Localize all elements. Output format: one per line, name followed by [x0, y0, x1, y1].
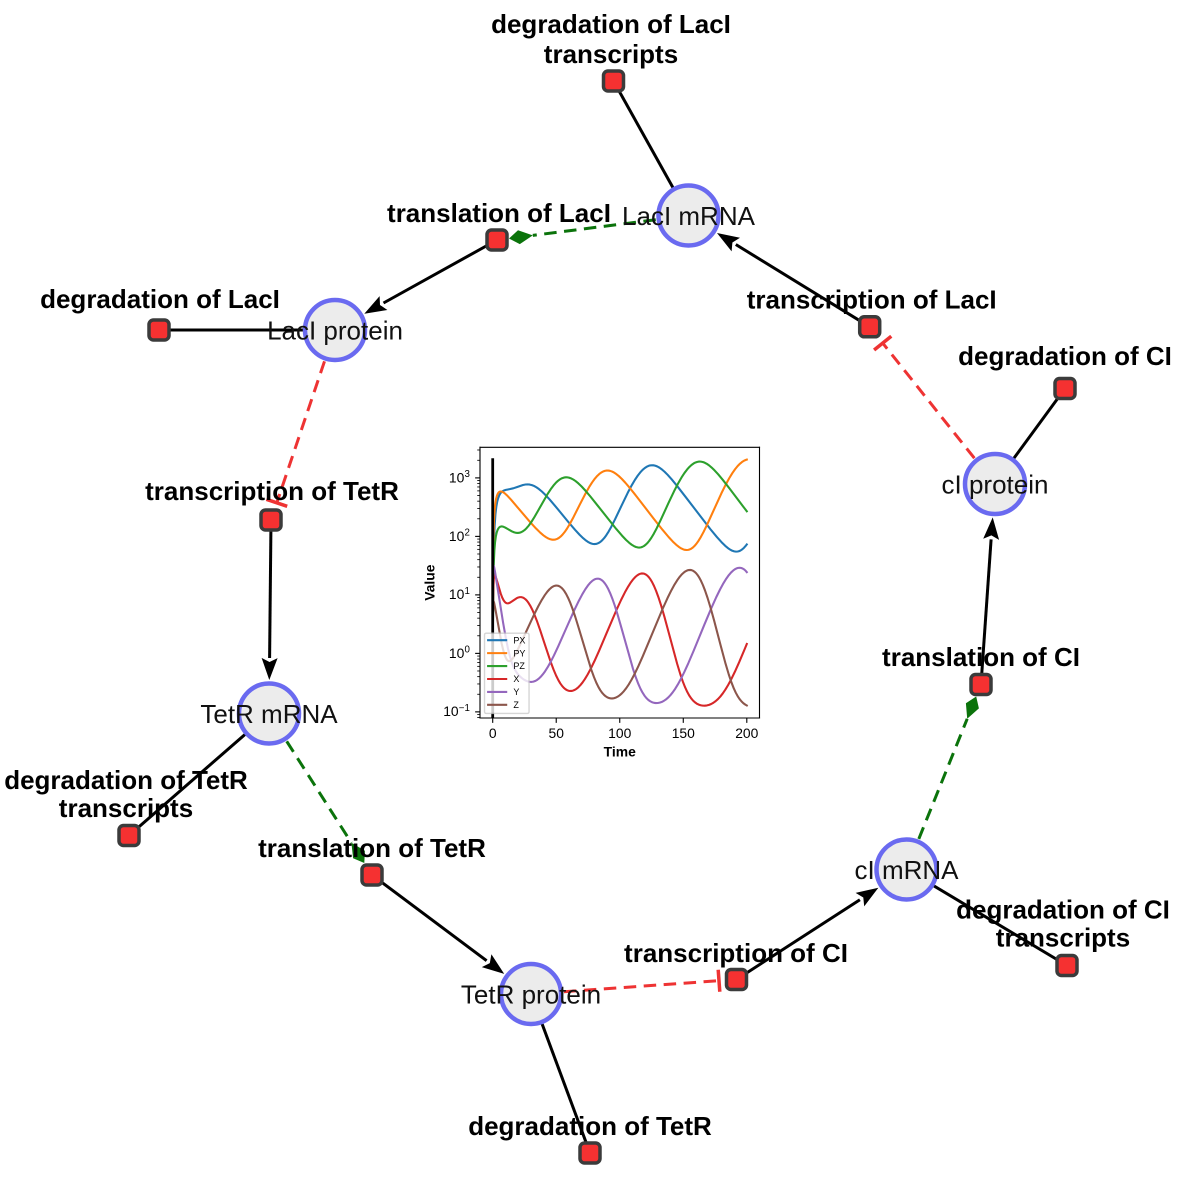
svg-text:translation of CI: translation of CI [882, 642, 1080, 672]
svg-text:transcription of CI: transcription of CI [624, 938, 848, 968]
svg-text:1 0 1: 1 0 1 [449, 579, 471, 604]
svg-text:PX: PX [513, 635, 525, 645]
svg-text:degradation of LacI: degradation of LacI [40, 284, 280, 314]
svg-text:1 0 3: 1 0 3 [449, 462, 471, 487]
svg-text:degradation of TetR: degradation of TetR [468, 1111, 712, 1141]
svg-text:0: 0 [489, 725, 497, 741]
svg-text:1 0 −: 1 0 − 1 [443, 691, 470, 721]
svg-text:degradation of LacI: degradation of LacI [491, 9, 731, 39]
svg-text:PY: PY [513, 648, 525, 658]
svg-text:translation of LacI: translation of LacI [387, 198, 611, 228]
svg-text:Z: Z [513, 700, 519, 710]
svg-text:LacI mRNA: LacI mRNA [622, 201, 756, 231]
svg-text:Y: Y [513, 687, 519, 697]
svg-text:X: X [513, 674, 519, 684]
svg-text:200: 200 [735, 725, 758, 741]
svg-text:1 0 0: 1 0 0 [449, 638, 471, 663]
svg-text:cI mRNA: cI mRNA [855, 855, 960, 885]
svg-text:transcription of LacI: transcription of LacI [747, 285, 997, 315]
svg-text:transcripts: transcripts [996, 922, 1130, 952]
svg-text:150: 150 [672, 725, 695, 741]
svg-text:degradation of CI: degradation of CI [956, 894, 1170, 924]
svg-text:translation of TetR: translation of TetR [258, 833, 486, 863]
svg-text:transcription of TetR: transcription of TetR [145, 476, 399, 506]
svg-text:TetR protein: TetR protein [461, 980, 601, 1010]
svg-text:cI protein: cI protein [942, 470, 1049, 500]
svg-text:Value: Value [422, 564, 438, 601]
svg-text:degradation of CI: degradation of CI [958, 341, 1172, 371]
svg-text:degradation of TetR: degradation of TetR [4, 765, 248, 795]
svg-text:transcripts: transcripts [544, 39, 678, 69]
svg-text:TetR mRNA: TetR mRNA [200, 699, 338, 729]
svg-text:LacI protein: LacI protein [267, 316, 403, 346]
svg-text:transcripts: transcripts [59, 793, 193, 823]
svg-text:50: 50 [549, 725, 565, 741]
svg-text:PZ: PZ [513, 661, 525, 671]
svg-text:Time: Time [604, 743, 636, 759]
svg-text:1 0 2: 1 0 2 [449, 521, 471, 546]
svg-text:100: 100 [608, 725, 631, 741]
